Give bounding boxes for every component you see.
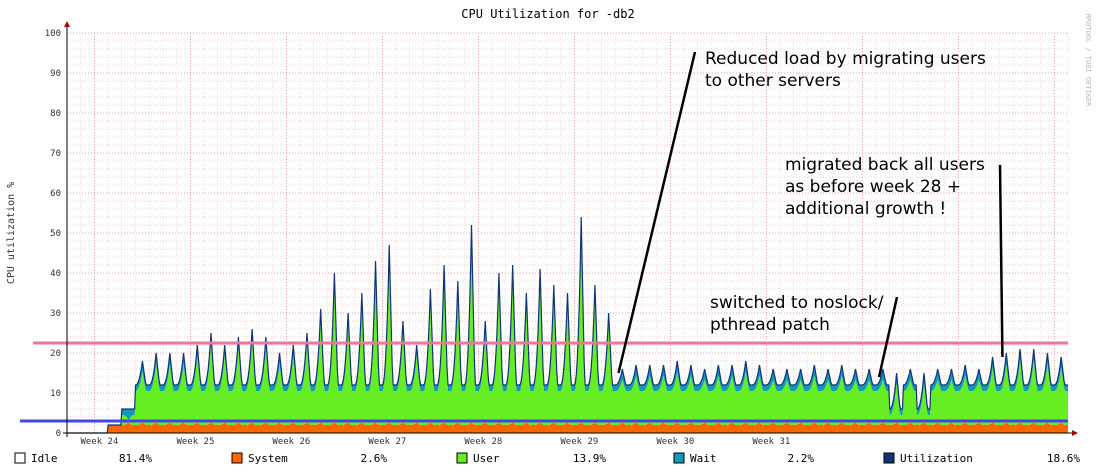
y-tick-label: 60 (50, 189, 61, 199)
legend-swatch-wait (673, 452, 685, 464)
y-tick-label: 40 (50, 269, 61, 279)
x-tick-label: Week 31 (752, 437, 790, 447)
x-tick-label: Week 25 (176, 437, 214, 447)
x-tick-label: Week 29 (560, 437, 598, 447)
y-axis-arrow (64, 21, 70, 27)
annotation-pointer (877, 296, 899, 378)
y-tick-label: 10 (50, 389, 61, 399)
x-tick-label: Week 30 (656, 437, 694, 447)
y-axis-label: CPU utilization % (6, 182, 17, 284)
legend-label-user: User (473, 452, 500, 465)
legend-swatch-user (456, 452, 468, 464)
legend-value-idle: 81.4% (119, 452, 152, 465)
x-tick-label: Week 28 (464, 437, 502, 447)
legend-label-system: System (248, 452, 288, 465)
annotation-pointer (617, 51, 697, 374)
x-axis-arrow (1072, 430, 1078, 436)
legend-value-user: 13.9% (573, 452, 606, 465)
legend-swatch-system (231, 452, 243, 464)
axes (63, 21, 1078, 437)
grid (66, 32, 1069, 434)
legend-value-utilization: 18.6% (1047, 452, 1080, 465)
y-tick-label: 20 (50, 349, 61, 359)
legend-label-idle: Idle (31, 452, 58, 465)
legend-value-system: 2.6% (361, 452, 388, 465)
user-area (67, 227, 1068, 433)
y-tick-label: 50 (50, 229, 61, 239)
annotation-text: switched to noslock/ (710, 293, 884, 313)
y-tick-label: 100 (45, 29, 61, 39)
y-tick-label: 70 (50, 149, 61, 159)
annotation-text: migrated back all users (785, 155, 985, 175)
annotation-text: to other servers (705, 71, 841, 91)
legend-swatch-utilization (883, 452, 895, 464)
annotation-text: as before week 28 + (785, 177, 961, 197)
x-tick-label: Week 24 (80, 437, 118, 447)
y-tick-label: 80 (50, 109, 61, 119)
utilization-line (67, 216, 1068, 434)
reference-lines (20, 341, 1068, 423)
y-tick-label: 90 (50, 69, 61, 79)
legend-label-utilization: Utilization (900, 452, 973, 465)
annotation-pointer (998, 164, 1004, 358)
y-tick-label: 30 (50, 309, 61, 319)
legend: Idle 81.4% System 2.6% User 13.9% Wait 2.2% Util… (14, 452, 1080, 465)
annotation-text: Reduced load by migrating users (705, 49, 986, 69)
tick-labels: 0 10 20 30 40 50 60 70 80 90 100 Week 24 Week 25 Week… (45, 29, 791, 447)
system-area (67, 422, 1068, 433)
legend-value-wait: 2.2% (788, 452, 815, 465)
y-tick-label: 0 (56, 429, 61, 439)
chart-title: CPU Utilization for -db2 (461, 7, 634, 21)
legend-swatch-idle (14, 452, 26, 464)
annotation-text: additional growth ! (785, 199, 946, 219)
x-tick-label: Week 26 (272, 437, 310, 447)
legend-label-wait: Wait (690, 452, 717, 465)
watermark: RRDTOOL / TOBI OETIKER (1084, 14, 1092, 108)
stacked-areas (67, 216, 1068, 434)
x-tick-label: Week 27 (368, 437, 406, 447)
annotation-text: pthread patch (710, 315, 830, 335)
